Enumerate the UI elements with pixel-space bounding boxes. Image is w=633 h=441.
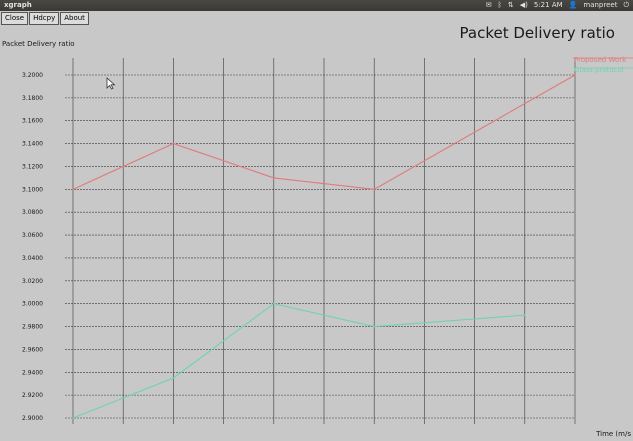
system-tray: ✉ ᛒ ⇅ ◀) 5:21 AM 👤 manpreet ⏻ <box>486 0 629 11</box>
y-axis-label: Packet Delivery ratio <box>2 40 75 48</box>
close-button[interactable]: Close <box>1 12 29 25</box>
y-tick-label: 2.9800 <box>22 324 43 331</box>
data-point <box>574 74 576 76</box>
y-tick-label: 3.1000 <box>22 186 43 193</box>
data-point <box>524 314 526 316</box>
bluetooth-icon[interactable]: ᛒ <box>497 1 502 9</box>
y-tick-label: 3.1400 <box>22 141 43 148</box>
y-tick-label: 2.9000 <box>22 415 43 422</box>
y-tick-label: 3.1200 <box>22 163 43 170</box>
y-tick-label: 3.0800 <box>22 209 43 216</box>
y-tick-label: 3.0000 <box>22 301 43 308</box>
volume-icon[interactable]: ◀) <box>519 1 528 9</box>
y-tick-label: 3.0600 <box>22 232 43 239</box>
data-point <box>373 188 376 191</box>
x-axis-label: Time (m/s <box>596 430 631 438</box>
legend-label-1: Proposed Work <box>574 56 627 64</box>
legend-label-2: Glass protocol <box>574 66 624 74</box>
hdcpy-button[interactable]: Hdcpy <box>29 12 60 25</box>
about-button[interactable]: About <box>60 12 89 25</box>
app-title: xgraph <box>4 1 32 9</box>
y-tick-label: 3.1800 <box>22 95 43 102</box>
power-icon[interactable]: ⏻ <box>623 1 629 9</box>
data-point <box>72 188 74 191</box>
user-name[interactable]: manpreet <box>583 1 618 9</box>
mail-icon[interactable]: ✉ <box>485 1 492 9</box>
y-tick-label: 3.2000 <box>22 72 43 79</box>
y-tick-label: 3.1600 <box>22 118 43 125</box>
y-tick-label: 2.9600 <box>22 346 43 353</box>
data-point <box>172 142 175 145</box>
top-panel: xgraph ✉ ᛒ ⇅ ◀) 5:21 AM 👤 manpreet ⏻ <box>0 0 633 11</box>
data-point <box>172 377 175 379</box>
y-tick-label: 2.9200 <box>22 392 43 399</box>
chart-title: Packet Delivery ratio <box>459 24 615 42</box>
y-tick-label: 3.0200 <box>22 278 43 285</box>
data-point <box>273 177 275 179</box>
series-line-2 <box>72 303 525 419</box>
y-tick-label: 2.9400 <box>22 369 43 376</box>
y-tick-label: 3.0400 <box>22 255 43 262</box>
network-icon[interactable]: ⇅ <box>507 1 514 9</box>
toolbar: Close Hdcpy About <box>1 12 89 25</box>
mouse-pointer-icon <box>106 77 116 90</box>
clock[interactable]: 5:21 AM <box>533 1 563 9</box>
data-point <box>273 302 275 305</box>
data-point <box>72 417 74 419</box>
data-point <box>373 325 376 328</box>
user-icon: 👤 <box>568 1 578 9</box>
